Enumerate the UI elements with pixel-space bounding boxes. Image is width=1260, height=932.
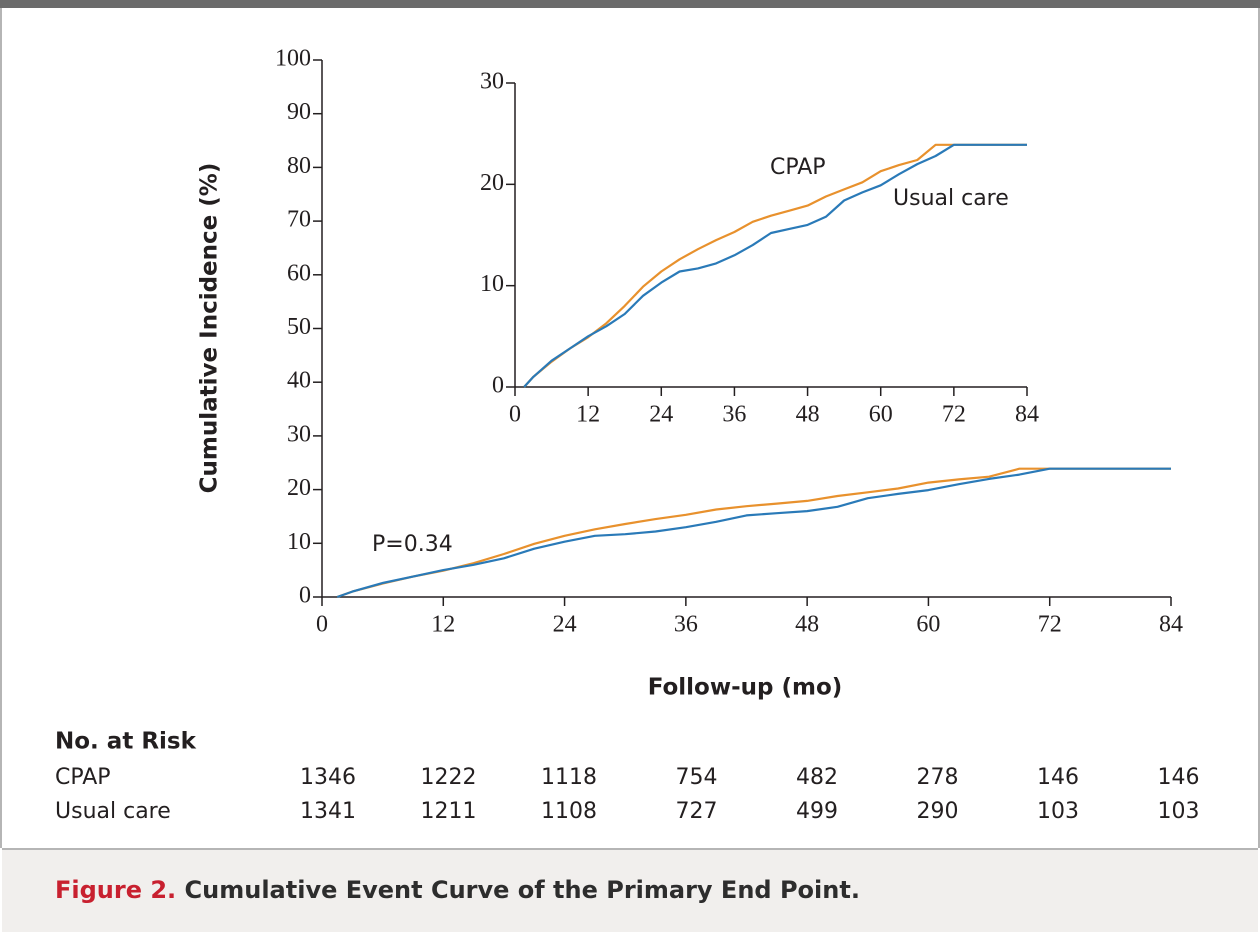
- x-tick-label: 0: [316, 612, 328, 638]
- risk-value: 278: [917, 765, 959, 790]
- y-tick-label: 10: [480, 271, 504, 297]
- x-tick-label: 84: [1159, 612, 1183, 638]
- risk-value: 1341: [300, 799, 356, 824]
- x-tick-label: 12: [576, 402, 600, 428]
- x-axis-label: Follow-up (mo): [648, 675, 843, 701]
- risk-value: 1346: [300, 765, 356, 790]
- y-tick-label: 30: [480, 69, 504, 95]
- y-tick-label: 0: [299, 583, 311, 609]
- x-tick-label: 24: [553, 612, 577, 638]
- risk-value: 146: [1037, 765, 1079, 790]
- series-line: [523, 143, 1027, 388]
- risk-value: 103: [1158, 799, 1200, 824]
- y-tick-label: 40: [287, 368, 311, 394]
- x-tick-label: 84: [1015, 402, 1039, 428]
- y-tick-label: 20: [480, 170, 504, 196]
- caption-text: Cumulative Event Curve of the Primary En…: [184, 876, 860, 904]
- y-tick-label: 70: [287, 207, 311, 233]
- series-line: [336, 467, 1171, 599]
- top-rule: [0, 0, 1260, 8]
- x-tick-label: 36: [674, 612, 698, 638]
- y-tick-label: 10: [287, 529, 311, 555]
- risk-value: 1108: [541, 799, 597, 824]
- right-border: [1258, 8, 1260, 848]
- x-tick-label: 12: [431, 612, 455, 638]
- x-tick-label: 24: [649, 402, 673, 428]
- y-tick-label: 60: [287, 260, 311, 286]
- series-label: Usual care: [893, 186, 1009, 211]
- risk-value: 290: [917, 799, 959, 824]
- y-tick-label: 30: [287, 421, 311, 447]
- risk-value: 1211: [421, 799, 477, 824]
- y-tick-label: 0: [492, 373, 504, 399]
- risk-value: 482: [796, 765, 838, 790]
- risk-value: 1222: [421, 765, 477, 790]
- x-tick-label: 72: [942, 402, 966, 428]
- risk-value: 499: [796, 799, 838, 824]
- y-axis-label: Cumulative Incidence (%): [197, 163, 223, 494]
- risk-row-label: CPAP: [55, 765, 111, 790]
- x-tick-label: 36: [722, 402, 746, 428]
- x-tick-label: 60: [869, 402, 893, 428]
- figure: Follow-up (mo) Cumulative Incidence (%) …: [0, 0, 1260, 848]
- risk-value: 727: [676, 799, 718, 824]
- series-line: [336, 467, 1171, 599]
- p-value: P=0.34: [372, 532, 453, 557]
- y-tick-label: 80: [287, 153, 311, 179]
- x-tick-label: 72: [1038, 612, 1062, 638]
- y-tick-label: 100: [275, 46, 311, 72]
- left-border: [0, 8, 2, 848]
- y-tick-label: 50: [287, 314, 311, 340]
- caption-label: Figure 2.: [55, 876, 177, 904]
- risk-value: 103: [1037, 799, 1079, 824]
- risk-value: 754: [676, 765, 718, 790]
- series-line: [523, 143, 1027, 388]
- risk-row-label: Usual care: [55, 799, 171, 824]
- x-tick-label: 60: [916, 612, 940, 638]
- y-tick-label: 90: [287, 99, 311, 125]
- series-label: CPAP: [770, 155, 826, 180]
- y-tick-label: 20: [287, 475, 311, 501]
- x-tick-label: 48: [795, 612, 819, 638]
- caption: Figure 2. Cumulative Event Curve of the …: [2, 848, 1258, 932]
- risk-value: 146: [1158, 765, 1200, 790]
- risk-table-title: No. at Risk: [55, 729, 197, 755]
- risk-value: 1118: [541, 765, 597, 790]
- x-tick-label: 48: [796, 402, 820, 428]
- x-tick-label: 0: [509, 402, 521, 428]
